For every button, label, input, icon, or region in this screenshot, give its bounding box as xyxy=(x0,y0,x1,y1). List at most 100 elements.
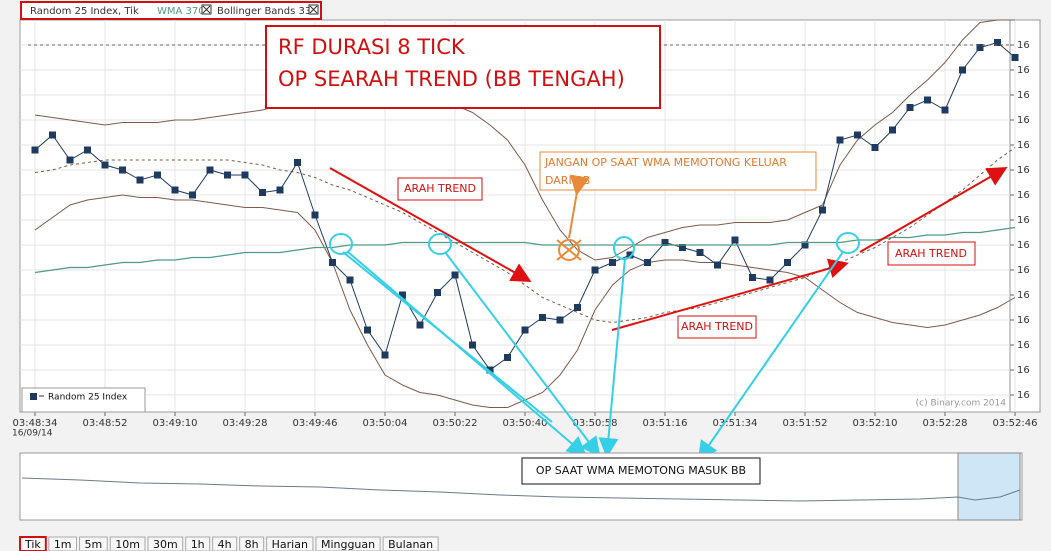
trend-box xyxy=(677,315,757,339)
tab-button[interactable] xyxy=(185,536,211,551)
tab-label[interactable]: Harian xyxy=(272,538,308,551)
entry-line xyxy=(697,251,844,462)
tab[interactable]: 1m xyxy=(48,536,78,551)
toolbar: Tik 1m 5m 10m 30m 1h 4h 8h Harian Mingguan Bulanan xyxy=(19,536,439,551)
y-tick-label: 16 xyxy=(1017,190,1030,201)
tab-label[interactable]: Mingguan xyxy=(321,538,375,551)
data-point xyxy=(626,251,634,259)
tab-button[interactable] xyxy=(19,536,47,551)
tab-button[interactable] xyxy=(109,536,146,551)
trend-arrow xyxy=(329,167,532,282)
y-tick-label: 16 xyxy=(1017,115,1030,126)
annotation-box xyxy=(265,25,661,109)
data-point xyxy=(49,131,56,139)
trend-label: ARAH TREND xyxy=(895,247,967,260)
entry-line xyxy=(598,257,626,458)
x-tick-label: 03:51:52 xyxy=(783,418,828,429)
data-point xyxy=(154,171,161,179)
tab-label[interactable]: 1m xyxy=(54,538,72,551)
data-point xyxy=(591,266,599,274)
data-point xyxy=(1011,54,1019,61)
tab-button[interactable] xyxy=(315,536,381,551)
tab-label[interactable]: 5m xyxy=(85,538,103,551)
tab-button[interactable] xyxy=(239,536,265,551)
data-point xyxy=(101,161,109,169)
warning-mark xyxy=(558,239,580,261)
data-point xyxy=(924,96,931,104)
y-tick-label: 16 xyxy=(1017,240,1030,251)
x-tick-label: 03:52:10 xyxy=(853,418,898,429)
x-tick-label: 03:51:34 xyxy=(713,418,758,429)
data-point xyxy=(311,211,319,219)
tab[interactable]: 10m xyxy=(109,536,146,551)
tab[interactable]: Mingguan xyxy=(315,536,381,551)
remove-icon xyxy=(202,5,211,14)
data-point xyxy=(451,271,459,279)
data-point xyxy=(224,171,231,179)
data-point xyxy=(941,106,949,114)
tab[interactable]: Harian xyxy=(266,536,314,551)
header-bands: Bollinger Bands 33 xyxy=(217,6,311,17)
data-point xyxy=(556,316,564,324)
data-point xyxy=(539,314,546,321)
tab-button[interactable] xyxy=(382,536,439,551)
warning-cross xyxy=(556,239,582,261)
warning-text: DARI BB xyxy=(545,174,590,187)
y-tick-label: 16 xyxy=(1017,165,1030,176)
data-point xyxy=(609,259,616,266)
data-point xyxy=(714,261,721,269)
data-point xyxy=(171,186,179,194)
data-point xyxy=(906,104,914,111)
header-title: Random 25 Index, Tik xyxy=(30,6,139,17)
y-tick-label: 16 xyxy=(1017,390,1030,401)
data-point xyxy=(136,176,144,184)
data-point xyxy=(189,191,196,199)
tab[interactable]: 5m xyxy=(79,536,108,551)
tab-label[interactable]: 30m xyxy=(153,538,178,551)
tab[interactable]: 1h xyxy=(185,536,211,551)
entry-line xyxy=(347,251,588,457)
tab[interactable]: 4h xyxy=(212,536,238,551)
data-point xyxy=(84,146,91,154)
y-tick-label: 16 xyxy=(1017,40,1030,51)
y-tick-label: 16 xyxy=(1017,265,1030,276)
data-point xyxy=(959,66,966,74)
trend-label: ARAH TREND xyxy=(404,182,476,195)
data-point xyxy=(434,289,441,296)
tab[interactable]: Tik xyxy=(19,536,47,551)
tab-label[interactable]: Bulanan xyxy=(388,538,433,551)
navigator-window[interactable] xyxy=(957,452,1021,521)
tab-button[interactable] xyxy=(266,536,314,551)
entry-box xyxy=(521,457,761,485)
annotation-title: RF DURASI 8 TICK xyxy=(278,35,466,59)
data-point xyxy=(416,321,424,329)
tab-button[interactable] xyxy=(147,536,184,551)
x-tick-label: 03:48:52 xyxy=(83,418,128,429)
tab-button[interactable] xyxy=(212,536,238,551)
x-tick-label: 03:50:04 xyxy=(363,418,408,429)
tab-label[interactable]: Tik xyxy=(24,538,41,551)
data-point xyxy=(784,259,791,266)
x-tick-label: 03:48:34 xyxy=(13,418,58,429)
data-point xyxy=(801,241,809,249)
x-tick-label: 03:50:22 xyxy=(433,418,478,429)
data-point xyxy=(346,276,354,284)
tab-label[interactable]: 8h xyxy=(245,538,259,551)
band-upper xyxy=(34,19,1015,261)
data-point xyxy=(819,206,826,214)
data-point xyxy=(994,39,1001,46)
warning-text: JANGAN OP SAAT WMA MEMOTONG KELUAR xyxy=(544,156,787,169)
trend-label: ARAH TREND xyxy=(681,320,753,333)
tab-label[interactable]: 4h xyxy=(218,538,232,551)
tab-label[interactable]: 10m xyxy=(115,538,140,551)
tab[interactable]: Bulanan xyxy=(382,536,439,551)
tab[interactable]: 30m xyxy=(147,536,184,551)
tab-button[interactable] xyxy=(48,536,78,551)
tab-button[interactable] xyxy=(79,536,108,551)
data-point xyxy=(241,171,249,179)
data-point xyxy=(276,186,284,194)
tab-label[interactable]: 1h xyxy=(191,538,205,551)
data-point xyxy=(854,131,861,139)
tab[interactable]: 8h xyxy=(239,536,265,551)
